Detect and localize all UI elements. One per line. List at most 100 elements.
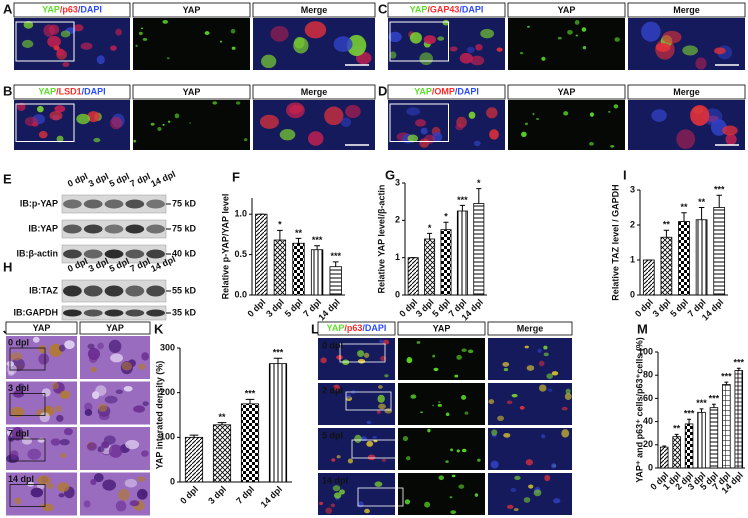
cell-signal bbox=[142, 37, 148, 41]
cell-signal bbox=[12, 390, 24, 398]
cell-signal bbox=[83, 500, 91, 508]
cell-signal bbox=[567, 29, 573, 35]
cell-signal bbox=[141, 450, 149, 457]
cell-signal bbox=[135, 44, 138, 48]
channel-label: Merge bbox=[673, 5, 700, 15]
y-tick-label: 0 bbox=[630, 289, 635, 299]
cell-signal bbox=[331, 458, 336, 462]
label-box bbox=[317, 321, 396, 336]
cell-signal bbox=[459, 52, 473, 64]
cell-signal bbox=[162, 123, 165, 126]
bar bbox=[695, 219, 708, 296]
cell-signal bbox=[141, 352, 150, 361]
cell-signal bbox=[10, 352, 23, 361]
bar bbox=[678, 221, 690, 296]
channel-part: /LSD1 bbox=[56, 87, 82, 97]
cell-signal bbox=[219, 40, 222, 43]
error-bar bbox=[681, 212, 687, 222]
blot-band bbox=[146, 199, 165, 209]
cell-signal bbox=[60, 30, 71, 38]
error-bar bbox=[427, 232, 433, 239]
error-bar bbox=[699, 408, 704, 413]
cell-signal bbox=[121, 361, 133, 371]
cell-signal bbox=[424, 501, 431, 508]
cell-signal bbox=[466, 46, 475, 54]
micrograph bbox=[133, 100, 250, 150]
y-axis-label: YAP interated density (%) bbox=[154, 361, 164, 470]
cell-signal bbox=[87, 111, 100, 123]
significance: *** bbox=[721, 372, 732, 382]
bar bbox=[407, 257, 419, 296]
panel-letter: G bbox=[385, 167, 395, 182]
micrograph bbox=[398, 338, 485, 380]
time-label: 0 dpl bbox=[322, 340, 343, 350]
cell-signal bbox=[662, 30, 682, 44]
channel-part: /p63 bbox=[60, 5, 78, 15]
bar bbox=[424, 238, 436, 296]
blot-band bbox=[83, 285, 103, 297]
cell-signal bbox=[10, 450, 19, 459]
cell-signal bbox=[47, 35, 61, 48]
cell-signal bbox=[325, 507, 333, 514]
x-tick-label: 14 dpl bbox=[316, 297, 341, 322]
channel-label: YAP bbox=[183, 87, 201, 97]
cell-signal bbox=[84, 402, 93, 412]
kd-label: 75 kD bbox=[172, 223, 197, 233]
y-axis-label: Relative YAP level/β-actin bbox=[376, 185, 386, 294]
cell-signal bbox=[561, 429, 570, 438]
blot-band bbox=[83, 224, 103, 234]
cell-signal bbox=[64, 340, 75, 350]
cell-signal bbox=[157, 126, 162, 131]
cell-signal bbox=[367, 454, 376, 461]
cell-signal bbox=[372, 435, 377, 439]
cell-signal bbox=[477, 458, 481, 462]
bar bbox=[659, 446, 669, 469]
cell-signal bbox=[166, 57, 170, 60]
cell-signal bbox=[486, 107, 498, 119]
cell-signal bbox=[419, 138, 430, 148]
cell-signal bbox=[91, 391, 100, 400]
cell-signal bbox=[58, 344, 66, 352]
cell-signal bbox=[676, 129, 696, 149]
y-tick-label: 3 bbox=[630, 184, 635, 194]
blot-band bbox=[63, 249, 82, 259]
channel-part: YAP bbox=[327, 323, 345, 333]
cell-signal bbox=[136, 476, 146, 482]
cell-signal bbox=[449, 46, 458, 52]
cell-signal bbox=[7, 364, 17, 375]
y-tick-label: 0.5 bbox=[234, 249, 247, 259]
significance: ** bbox=[663, 220, 671, 230]
y-axis-label: Relative TAZ level / GAPDH bbox=[610, 184, 620, 300]
cell-signal bbox=[682, 45, 698, 56]
cell-signal bbox=[86, 442, 97, 451]
cell-signal bbox=[53, 45, 60, 51]
cell-signal bbox=[189, 122, 192, 124]
cell-signal bbox=[419, 52, 433, 66]
error-bar bbox=[217, 422, 227, 425]
cell-signal bbox=[519, 405, 525, 410]
y-tick-label: 0 bbox=[170, 476, 175, 486]
cell-signal bbox=[445, 412, 450, 417]
channel-label: Merge bbox=[517, 323, 544, 333]
cell-signal bbox=[21, 437, 33, 445]
label-box bbox=[507, 2, 626, 18]
cell-signal bbox=[581, 27, 587, 32]
cell-signal bbox=[532, 112, 535, 116]
cell-signal bbox=[97, 446, 105, 453]
label-box bbox=[387, 2, 506, 18]
blot-band bbox=[63, 224, 82, 234]
y-tick-label: 1.0 bbox=[234, 209, 247, 219]
cell-signal bbox=[458, 484, 465, 489]
cell-signal bbox=[37, 437, 45, 443]
stain-label: YAP bbox=[33, 323, 51, 333]
cell-signal bbox=[366, 420, 372, 425]
cell-signal bbox=[575, 34, 578, 37]
cell-signal bbox=[543, 352, 549, 357]
channel-label: YAP bbox=[558, 5, 576, 15]
cell-signal bbox=[561, 406, 568, 411]
cell-signal bbox=[449, 496, 453, 499]
cell-signal bbox=[10, 406, 25, 418]
cell-signal bbox=[93, 137, 101, 143]
cell-signal bbox=[521, 131, 527, 137]
